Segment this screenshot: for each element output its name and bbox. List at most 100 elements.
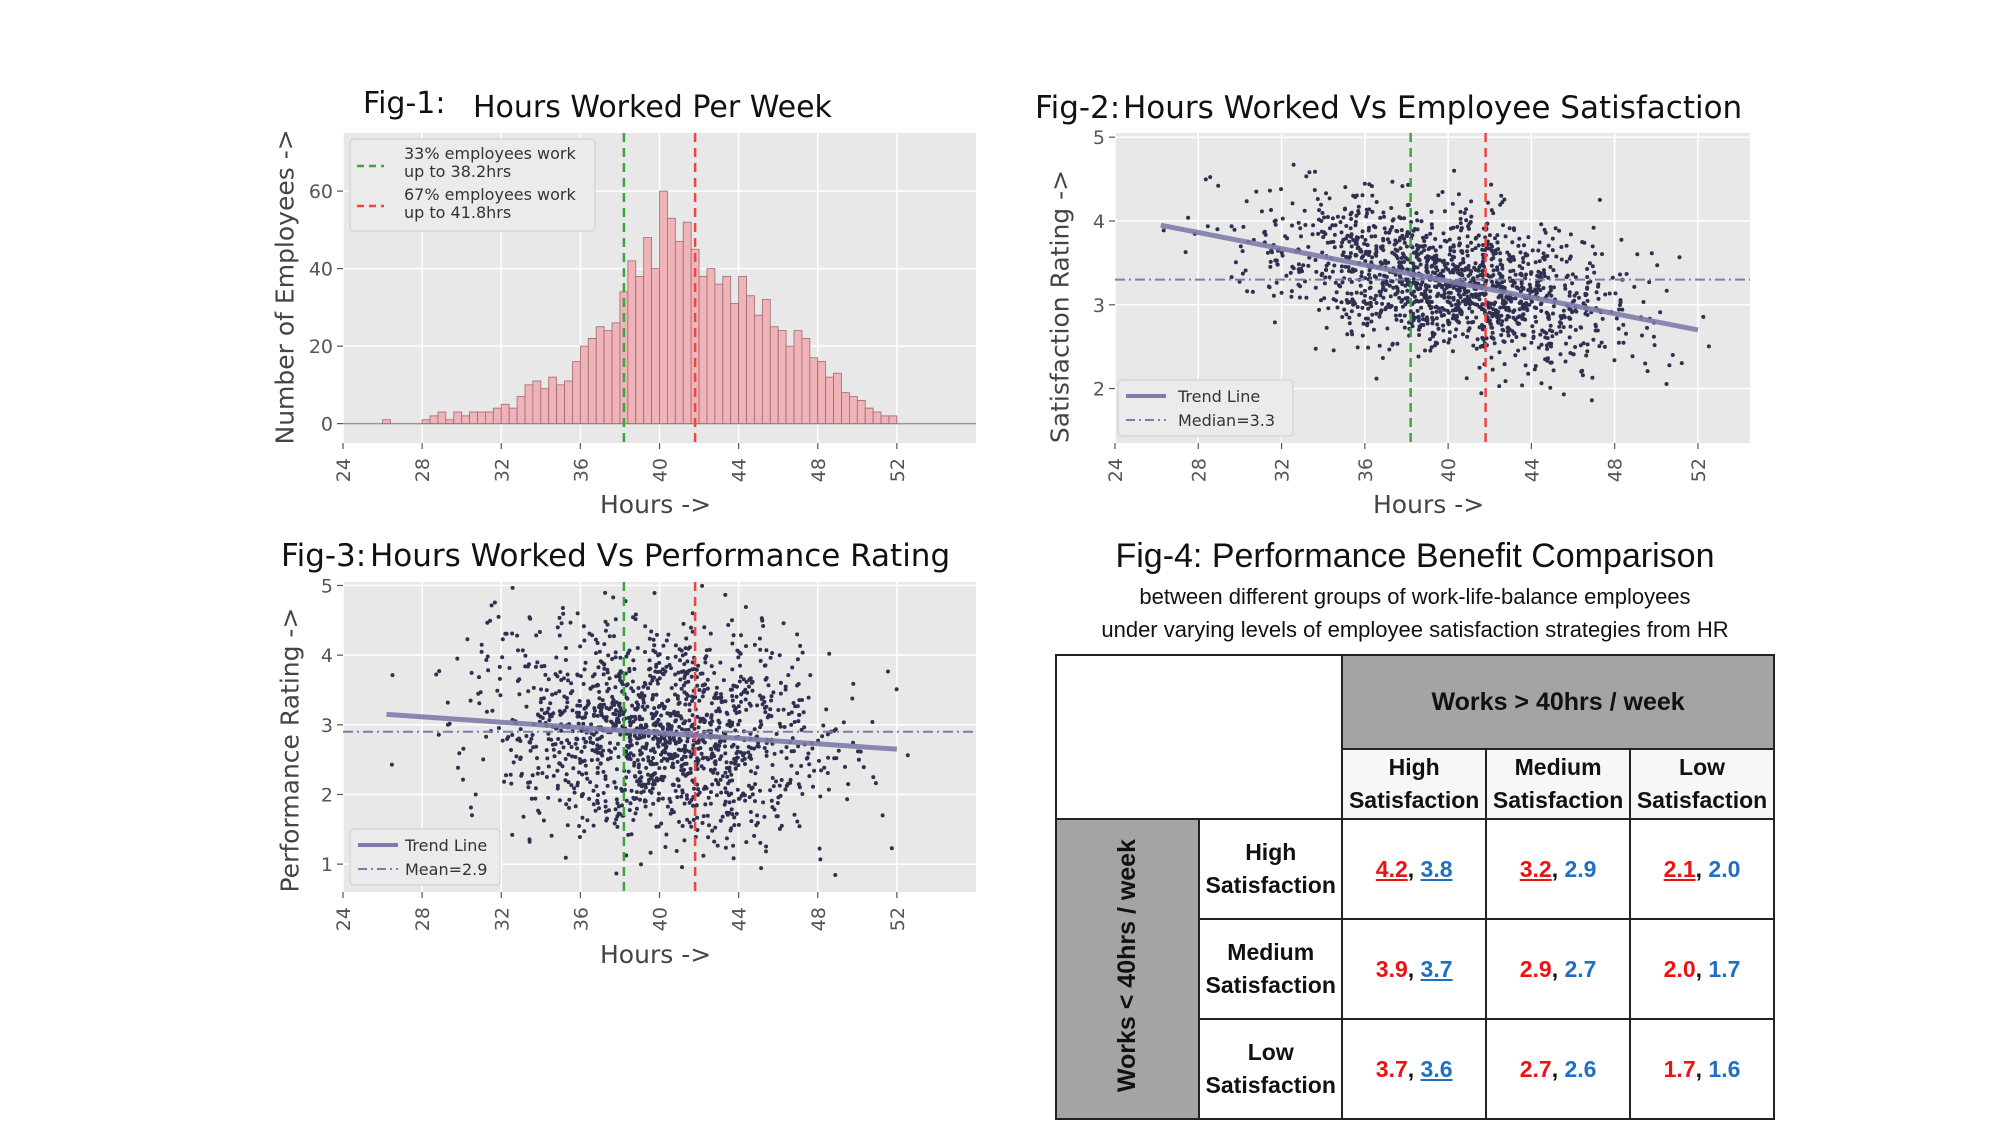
scatter-point [1345,291,1350,296]
scatter-point [632,667,637,671]
x-tick-label: 48 [1605,458,1627,482]
scatter-point [1477,325,1482,330]
scatter-point [1390,179,1395,184]
scatter-point [643,725,648,730]
scatter-point [758,719,763,724]
scatter-point [1285,236,1290,241]
histogram-bar [382,419,391,425]
scatter-point [643,804,648,809]
scatter-point [1313,169,1317,174]
scatter-point [456,765,460,770]
scatter-point [594,651,598,656]
scatter-point [564,802,569,807]
scatter-point [1464,290,1469,295]
scatter-point [596,665,601,670]
scatter-point [657,652,662,657]
scatter-point [730,618,734,623]
cell-medium-medium: 2.9, 2.7 [1485,918,1632,1020]
scatter-point [734,711,739,715]
scatter-point [632,797,637,801]
y-tick-label: 20 [309,336,333,358]
scatter-point [1493,236,1497,241]
scatter-point [724,766,729,770]
scatter-point [1568,324,1573,329]
scatter-point [1567,335,1572,340]
scatter-point [644,765,649,770]
scatter-point [652,706,657,711]
scatter-point [1610,275,1615,280]
scatter-point [1362,181,1367,186]
scatter-point [1424,235,1429,240]
scatter-point [1356,209,1361,213]
scatter-point [672,709,677,714]
scatter-point [779,823,784,828]
scatter-point [764,704,769,709]
scatter-point [1423,284,1428,289]
scatter-point [1431,317,1435,322]
scatter-point [1467,226,1471,231]
scatter-point [1570,272,1575,277]
scatter-point [778,691,783,696]
scatter-point [636,765,641,770]
scatter-point [1346,265,1351,270]
scatter-point [569,783,574,788]
scatter-point [575,746,580,751]
scatter-point [657,669,662,674]
scatter-point [582,706,587,711]
scatter-point [826,787,831,792]
scatter-point [613,650,618,655]
scatter-point [1531,334,1536,339]
scatter-point [643,799,648,804]
scatter-point [1348,226,1353,231]
scatter-point [557,633,562,638]
scatter-point [836,748,841,753]
scatter-point [1302,208,1307,213]
scatter-point [1437,282,1442,287]
scatter-point [1349,232,1354,237]
scatter-point [1240,271,1245,276]
scatter-point [578,644,583,649]
scatter-point [833,727,838,732]
scatter-point [1531,329,1536,334]
scatter-point [718,818,723,823]
scatter-point [1471,293,1476,298]
scatter-point [539,696,544,701]
scatter-point [690,667,695,672]
scatter-point [657,676,662,681]
scatter-point [1421,317,1425,322]
scatter-point [625,696,630,701]
scatter-point [1425,321,1430,326]
fig1-xlabel: Hours -> [600,490,712,519]
scatter-point [1411,315,1416,320]
scatter-point [680,824,685,828]
scatter-point [597,806,601,811]
histogram-bar [508,407,518,425]
scatter-point [1241,224,1246,229]
scatter-point [804,756,809,761]
scatter-point [1360,193,1365,198]
scatter-point [655,736,660,741]
scatter-point [1564,341,1568,346]
scatter-point [630,679,635,684]
scatter-point [595,798,600,803]
scatter-point [434,672,439,677]
scatter-point [1419,219,1424,224]
scatter-point [437,669,442,674]
scatter-point [1378,311,1383,315]
scatter-point [1383,230,1388,235]
scatter-point [1454,327,1459,332]
scatter-point [619,787,624,791]
scatter-point [1419,305,1424,310]
scatter-point [1378,293,1383,298]
scatter-point [535,771,540,776]
scatter-point [648,761,653,766]
cell-high-low: 2.1, 2.0 [1629,818,1775,920]
scatter-point [573,741,578,746]
scatter-point [1466,264,1471,268]
scatter-point [789,722,794,727]
scatter-point [543,672,548,677]
scatter-point [722,802,727,807]
scatter-point [1451,285,1456,290]
scatter-point [612,821,617,826]
histogram-bar [667,217,676,425]
